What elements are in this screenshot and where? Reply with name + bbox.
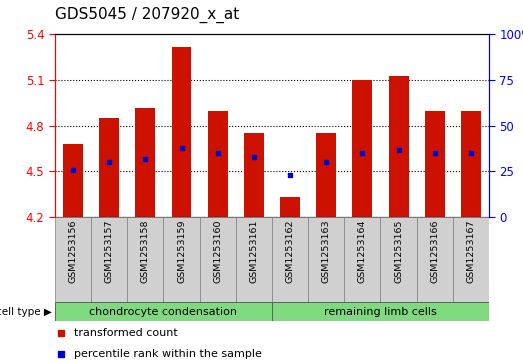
Text: remaining limb cells: remaining limb cells: [324, 307, 437, 317]
Text: chondrocyte condensation: chondrocyte condensation: [89, 307, 237, 317]
Bar: [425, 111, 445, 217]
Bar: [99, 118, 119, 217]
Text: GSM1253159: GSM1253159: [177, 220, 186, 283]
Bar: [208, 111, 228, 217]
Bar: [172, 47, 191, 217]
Text: GSM1253164: GSM1253164: [358, 220, 367, 283]
Text: GSM1253158: GSM1253158: [141, 220, 150, 283]
Bar: [353, 80, 372, 217]
Bar: [453, 217, 489, 302]
Bar: [55, 302, 272, 321]
Bar: [308, 217, 344, 302]
Text: GDS5045 / 207920_x_at: GDS5045 / 207920_x_at: [55, 7, 239, 23]
Bar: [55, 217, 91, 302]
Text: GSM1253157: GSM1253157: [105, 220, 113, 283]
Bar: [135, 107, 155, 217]
Text: GSM1253163: GSM1253163: [322, 220, 331, 283]
Text: GSM1253156: GSM1253156: [69, 220, 77, 283]
Text: transformed count: transformed count: [74, 328, 178, 338]
Bar: [91, 217, 127, 302]
Bar: [272, 217, 308, 302]
Bar: [127, 217, 163, 302]
Bar: [381, 217, 417, 302]
Bar: [63, 144, 83, 217]
Bar: [316, 133, 336, 217]
Bar: [272, 302, 489, 321]
Text: cell type ▶: cell type ▶: [0, 307, 52, 317]
Text: GSM1253166: GSM1253166: [430, 220, 439, 283]
Bar: [344, 217, 381, 302]
Text: percentile rank within the sample: percentile rank within the sample: [74, 349, 263, 359]
Text: GSM1253161: GSM1253161: [249, 220, 258, 283]
Text: GSM1253160: GSM1253160: [213, 220, 222, 283]
Bar: [417, 217, 453, 302]
Bar: [280, 197, 300, 217]
Text: GSM1253165: GSM1253165: [394, 220, 403, 283]
Bar: [200, 217, 236, 302]
Text: GSM1253162: GSM1253162: [286, 220, 294, 283]
Bar: [236, 217, 272, 302]
Bar: [389, 76, 408, 217]
Bar: [244, 133, 264, 217]
Bar: [163, 217, 200, 302]
Text: GSM1253167: GSM1253167: [467, 220, 475, 283]
Bar: [461, 111, 481, 217]
